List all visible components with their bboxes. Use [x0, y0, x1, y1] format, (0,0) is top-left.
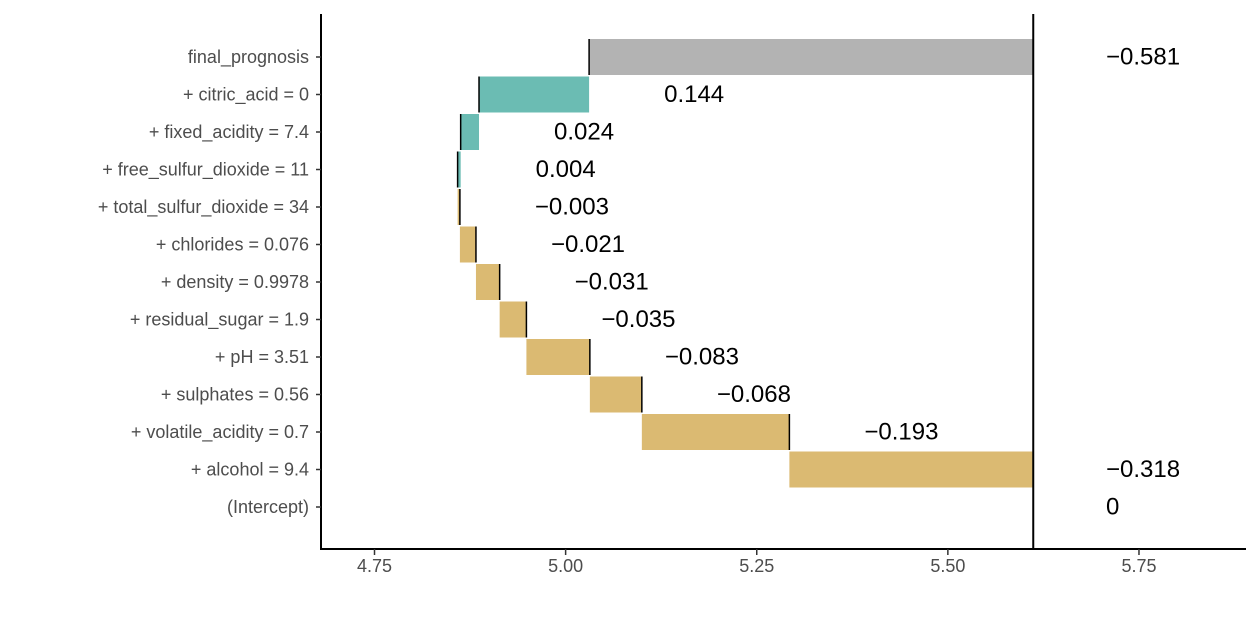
y-tick-label: + fixed_acidity = 7.4 [149, 122, 309, 143]
x-tick-label: 5.50 [930, 556, 965, 576]
bar [457, 151, 461, 188]
value-label: 0.004 [536, 156, 596, 183]
bar [789, 451, 1034, 488]
x-tick-label: 4.75 [357, 556, 392, 576]
y-tick-label: final_prognosis [188, 47, 309, 68]
y-axis-ticks: final_prognosis + citric_acid = 0 + fixed_… [98, 47, 321, 517]
bar [589, 376, 642, 413]
value-label: −0.035 [601, 306, 675, 333]
y-tick-label: + density = 0.9978 [161, 272, 309, 292]
y-tick-label: + alcohol = 9.4 [191, 460, 309, 480]
value-label: 0 [1106, 494, 1119, 521]
bar [589, 39, 1034, 75]
bars-layer [457, 39, 1034, 488]
bar [475, 264, 500, 300]
y-tick-label: + sulphates = 0.56 [161, 385, 309, 405]
bar [641, 414, 790, 450]
bar [457, 189, 460, 225]
value-label: −0.021 [551, 231, 625, 258]
value-label: −0.083 [665, 344, 739, 371]
x-tick-label: 5.25 [739, 556, 774, 576]
y-tick-label: + residual_sugar = 1.9 [130, 310, 309, 331]
y-tick-label: + chlorides = 0.076 [156, 235, 309, 255]
x-tick-label: 5.75 [1121, 556, 1156, 576]
bar [479, 76, 590, 113]
y-tick-label: + volatile_acidity = 0.7 [131, 422, 309, 443]
y-tick-label: + total_sulfur_dioxide = 34 [98, 197, 309, 218]
value-label: −0.031 [575, 269, 649, 296]
value-labels-layer: −0.581 0.144 0.024 0.004 −0.003 −0.021 −0.031 −… [535, 44, 1180, 521]
value-label: 0.144 [664, 81, 724, 108]
y-tick-label: + free_sulfur_dioxide = 11 [102, 160, 309, 181]
y-tick-label: (Intercept) [227, 497, 309, 517]
x-tick-label: 5.00 [548, 556, 583, 576]
value-label: −0.068 [717, 381, 791, 408]
bar [526, 339, 590, 375]
value-label: 0.024 [554, 119, 614, 146]
value-label: −0.193 [864, 419, 938, 446]
value-label: −0.318 [1106, 456, 1180, 483]
y-tick-label: + citric_acid = 0 [183, 85, 309, 106]
x-axis-ticks: 4.75 5.00 5.25 5.50 5.75 [357, 549, 1156, 576]
value-label: −0.581 [1106, 44, 1180, 71]
bar [460, 114, 480, 150]
value-label: −0.003 [535, 194, 609, 221]
y-tick-label: + pH = 3.51 [215, 347, 309, 367]
bar [499, 301, 527, 338]
bar [459, 226, 476, 263]
